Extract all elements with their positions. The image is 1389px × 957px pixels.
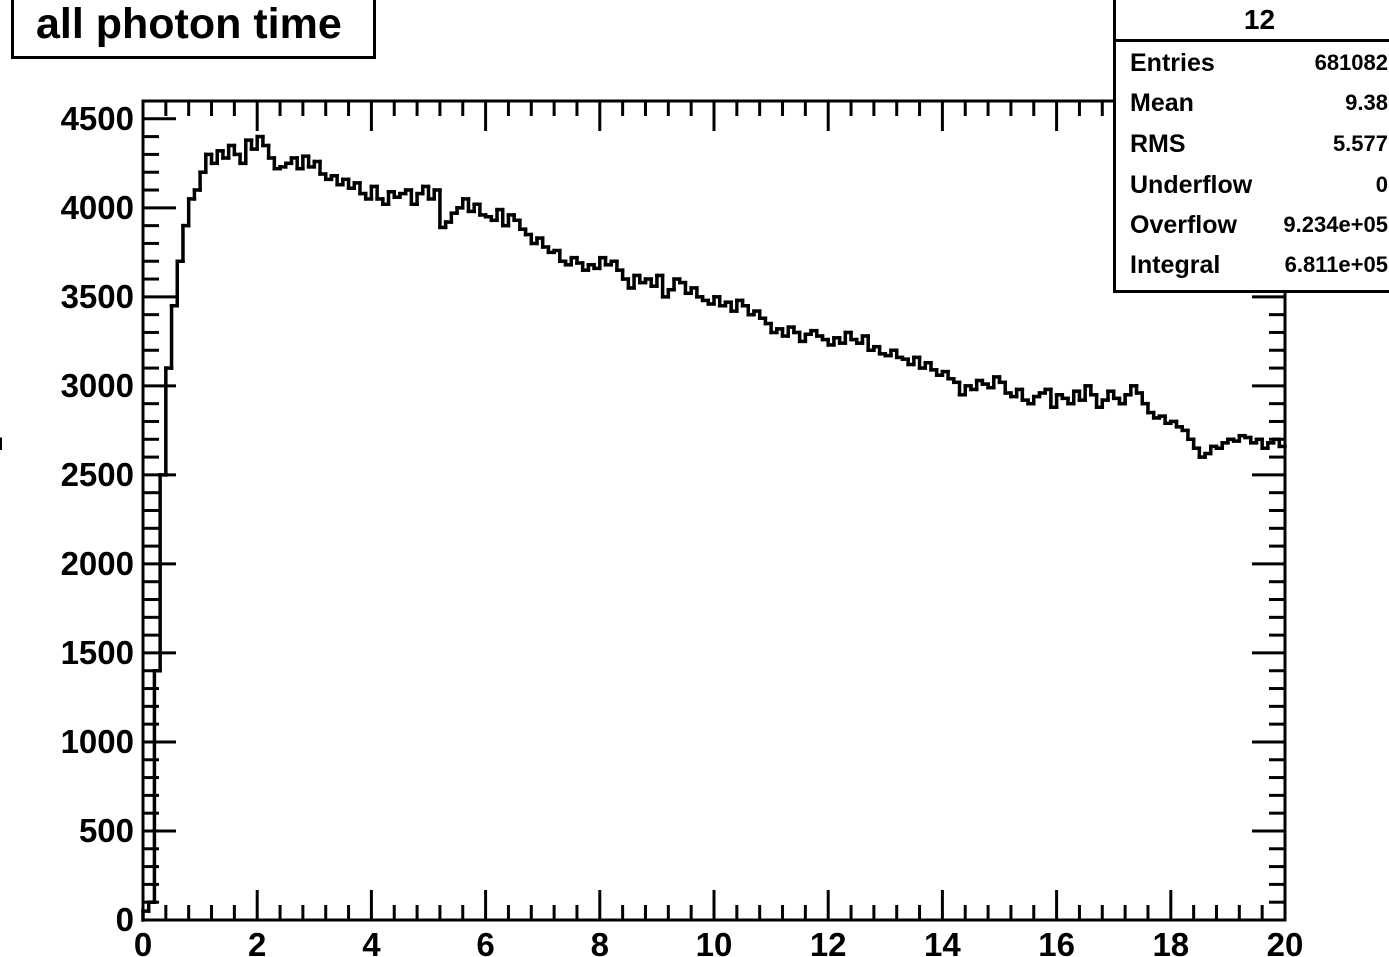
stat-value: 681082 (1314, 50, 1388, 75)
stat-label: RMS (1130, 130, 1186, 158)
x-tick-label: 20 (1267, 926, 1304, 957)
y-tick-label: 4500 (61, 100, 134, 137)
axes: 0 2 4 6 8 10 12 14 16 18 20 0 500 1000 1500 2000 2500 300… (61, 99, 1304, 957)
x-tick-label: 8 (591, 926, 609, 957)
y-tick-label: 0 (116, 901, 134, 938)
stat-value: 5.577 (1332, 131, 1388, 156)
y-tick-label: 2000 (61, 545, 134, 582)
stat-row-integral: Integral 6.811e+05 (1130, 245, 1388, 285)
stat-label: Overflow (1130, 211, 1237, 239)
stats-histogram-name: 12 (1243, 4, 1276, 35)
stat-label: Mean (1130, 89, 1194, 117)
x-tick-label: 14 (924, 926, 961, 957)
x-tick-label: 4 (362, 926, 381, 957)
stat-row-rms: RMS 5.577 (1130, 124, 1388, 164)
x-tick-label: 16 (1038, 926, 1075, 957)
histogram-series (0, 134, 1287, 922)
y-tick-label: 3500 (61, 278, 134, 315)
chart-title: all photon time (36, 0, 342, 48)
y-tick-label: 500 (79, 812, 134, 849)
x-tick-label: 2 (248, 926, 266, 957)
stats-box: 12 Entries 681082 Mean 9.38 RMS 5.577 Un… (1113, 0, 1389, 293)
x-tick-label: 18 (1152, 926, 1189, 957)
stat-row-entries: Entries 681082 (1130, 43, 1388, 83)
stat-row-overflow: Overflow 9.234e+05 (1130, 205, 1388, 245)
stat-label: Underflow (1130, 171, 1253, 199)
x-tick-label: 10 (696, 926, 733, 957)
y-tick-label: 2500 (61, 456, 134, 493)
title-box: all photon time (11, 0, 376, 59)
stat-value: 0 (1375, 172, 1388, 197)
y-tick-label: 4000 (61, 189, 134, 226)
y-tick-label: 1500 (61, 634, 134, 671)
stat-value: 9.38 (1345, 90, 1388, 115)
stats-divider (1116, 39, 1389, 42)
stat-value: 9.234e+05 (1283, 212, 1388, 237)
x-tick-label: 6 (476, 926, 494, 957)
stat-row-underflow: Underflow 0 (1130, 165, 1388, 205)
stat-label: Entries (1130, 49, 1215, 77)
stat-value: 6.811e+05 (1284, 252, 1388, 277)
stat-row-mean: Mean 9.38 (1130, 83, 1388, 123)
y-tick-label: 1000 (61, 723, 134, 760)
x-tick-label: 0 (134, 926, 152, 957)
x-tick-label: 12 (810, 926, 847, 957)
stat-label: Integral (1130, 251, 1221, 279)
y-tick-label: 3000 (61, 367, 134, 404)
